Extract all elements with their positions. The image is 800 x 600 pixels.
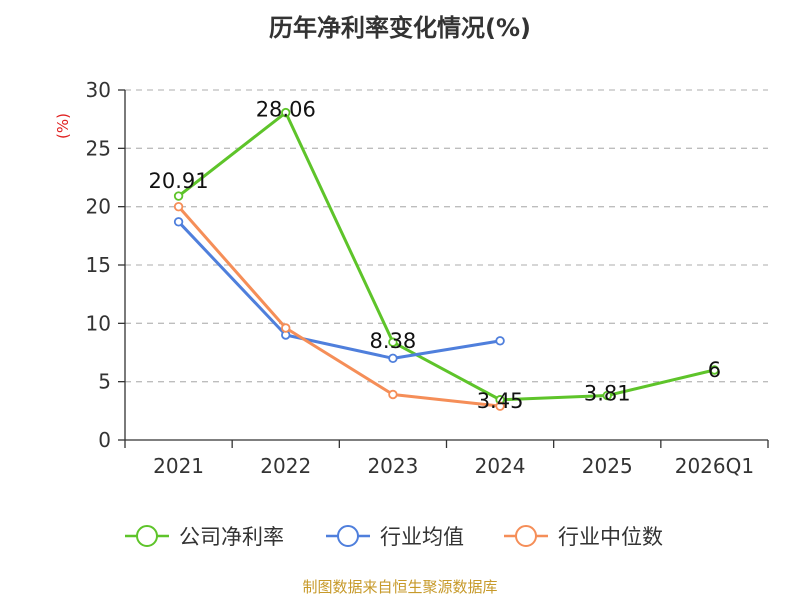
- series-point-0: [709, 365, 720, 375]
- legend-label: 公司净利率: [179, 525, 284, 549]
- x-tick-label: 2021: [153, 454, 204, 478]
- y-tick-label: 5: [98, 370, 111, 394]
- x-tick-label: 2024: [475, 454, 526, 478]
- data-label: 6: [708, 358, 721, 382]
- series-line-1: [177, 220, 502, 360]
- legend-item-2[interactable]: 行业中位数: [504, 525, 663, 549]
- y-tick-label: 10: [86, 311, 111, 335]
- data-label: 8.38: [370, 329, 417, 353]
- chart-title: 历年净利率变化情况(%): [269, 14, 531, 42]
- x-tick-label: 2026Q1: [675, 454, 754, 478]
- series-point-2: [495, 401, 505, 411]
- y-tick-label: 30: [86, 78, 111, 102]
- x-tick-label: 2023: [367, 454, 418, 478]
- source-note: 制图数据来自恒生聚源数据库: [302, 578, 497, 596]
- series-line-0: [177, 111, 716, 402]
- series-point-2: [281, 323, 291, 333]
- series-point-1: [495, 336, 505, 346]
- series-layer: [173, 107, 720, 411]
- data-label: 3.81: [584, 382, 631, 406]
- data-label: 28.06: [256, 98, 316, 122]
- series-line-2: [177, 205, 502, 408]
- y-tick-label: 15: [86, 253, 111, 277]
- y-tick-label: 20: [86, 195, 111, 219]
- y-tick-label: 0: [98, 428, 111, 452]
- legend[interactable]: 公司净利率 行业均值 行业中位数: [125, 525, 663, 549]
- legend-label: 行业均值: [380, 525, 464, 549]
- x-tick-label: 2022: [260, 454, 311, 478]
- series-point-1: [388, 353, 398, 364]
- data-labels: 20.91 28.06 8.38 3.45 3.81 6: [149, 98, 722, 413]
- legend-label: 行业中位数: [558, 525, 663, 549]
- series-point-0: [602, 390, 612, 401]
- legend-item-1[interactable]: 行业均值: [326, 525, 464, 549]
- series-point-2: [388, 389, 398, 400]
- series-point-0: [281, 107, 291, 118]
- legend-swatch-marker: [337, 525, 359, 547]
- grid-lines: [125, 89, 768, 383]
- data-label: 3.45: [477, 389, 524, 413]
- series-point-2: [173, 201, 184, 212]
- x-tick-label: 2025: [582, 454, 633, 478]
- y-axis-unit: (%): [54, 113, 72, 139]
- series-point-1: [173, 217, 184, 227]
- series-point-0: [173, 191, 184, 201]
- legend-swatch-marker: [136, 525, 158, 547]
- legend-swatch-marker: [515, 525, 537, 547]
- y-tick-label: 25: [86, 136, 111, 160]
- data-label: 20.91: [149, 169, 209, 193]
- series-point-0: [388, 337, 398, 347]
- legend-item-0[interactable]: 公司净利率: [125, 525, 284, 549]
